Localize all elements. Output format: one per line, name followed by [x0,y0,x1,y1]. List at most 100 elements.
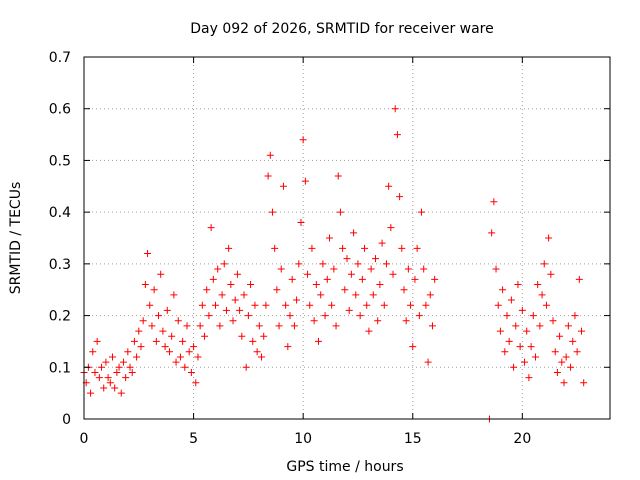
data-point [306,301,314,309]
data-point [332,322,340,330]
data-point [168,332,176,340]
y-tick-label: 0.5 [49,153,71,169]
data-point [203,286,211,294]
data-point [113,368,121,376]
y-tick-label: 0.6 [49,102,71,118]
data-point [321,312,329,320]
data-point [163,306,171,314]
data-point [268,208,276,216]
data-point [545,234,553,242]
data-point [319,260,327,268]
data-point [409,343,417,351]
data-point [273,286,281,294]
data-point [159,327,167,335]
data-point [499,286,507,294]
data-point [124,348,132,356]
data-point [361,244,369,252]
data-point [299,136,307,144]
data-point [569,337,577,345]
data-point [137,343,145,351]
data-point [376,281,384,289]
data-point [358,275,366,283]
data-point [393,131,401,139]
data-point [152,337,160,345]
data-point [374,317,382,325]
data-point [411,275,419,283]
y-tick-label: 0.7 [49,50,71,66]
data-point [244,312,252,320]
data-point [148,322,156,330]
data-point [382,260,390,268]
data-point [279,182,287,190]
data-point [558,358,566,366]
data-point [282,301,290,309]
data-point [365,327,373,335]
data-point [308,244,316,252]
data-point [161,343,169,351]
data-point [251,301,259,309]
data-point [567,363,575,371]
y-tick-labels: 0 0.1 0.2 0.3 0.4 0.5 0.6 0.7 [49,50,71,428]
data-point [424,358,432,366]
data-point [301,177,309,185]
data-point [198,301,206,309]
data-point [262,301,270,309]
data-point [518,306,526,314]
data-point [354,260,362,268]
data-point [139,317,147,325]
data-point [516,343,524,351]
data-point [233,270,241,278]
data-point [216,322,224,330]
data-point [336,208,344,216]
data-point [378,239,386,247]
data-point [510,363,518,371]
data-point [415,312,423,320]
data-point [286,312,294,320]
y-tick-label: 0.3 [49,257,71,273]
data-point [536,322,544,330]
data-point [260,332,268,340]
axis-ticks [83,56,610,420]
data-point [91,368,99,376]
data-point [538,291,546,299]
data-point [98,363,106,371]
data-point [144,250,152,258]
data-point [492,265,500,273]
data-point [573,348,581,356]
data-point [407,301,415,309]
data-point [431,275,439,283]
data-point [343,255,351,263]
data-point [277,265,285,273]
data-point [242,363,250,371]
data-point [238,332,246,340]
data-point [126,363,134,371]
data-point [391,105,399,113]
data-point [547,270,555,278]
data-point [380,301,388,309]
data-point [185,348,193,356]
data-point [106,379,114,387]
data-point [255,322,263,330]
data-point [540,260,548,268]
data-point [428,322,436,330]
data-point [339,244,347,252]
data-point [418,208,426,216]
data-point [396,193,404,201]
data-point [190,343,198,351]
data-point [174,317,182,325]
data-point [527,343,535,351]
data-point [512,322,520,330]
data-point [400,286,408,294]
data-point [310,317,318,325]
data-point [201,332,209,340]
data-point [155,312,163,320]
data-point [571,312,579,320]
data-point [183,322,191,330]
data-point [578,327,586,335]
data-point [122,374,130,382]
data-point [529,312,537,320]
data-point [240,291,248,299]
data-point [229,317,237,325]
data-point [345,306,353,314]
